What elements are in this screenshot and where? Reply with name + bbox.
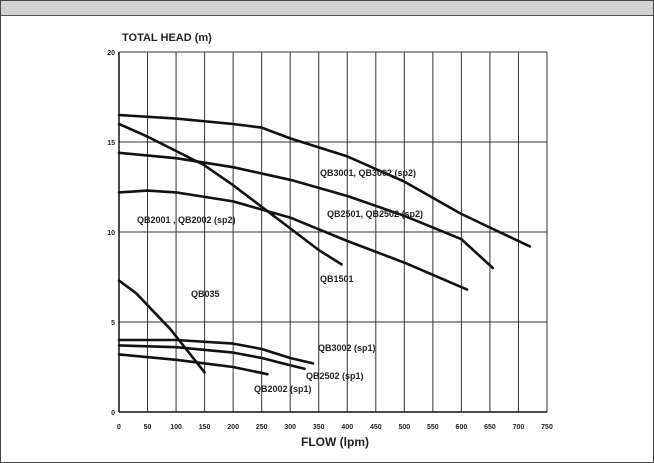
series-label-1: QB3001, QB3002 (sp2): [320, 168, 416, 178]
top-bar: [1, 1, 653, 16]
y-tick-label: 10: [107, 230, 115, 237]
x-tick-label: 50: [144, 424, 152, 431]
series-labels: QB3001, QB3002 (sp2) QB2501, QB2502 (sp2)…: [137, 168, 423, 394]
curve-4: [117, 122, 343, 266]
x-tick-label: 450: [370, 424, 382, 431]
curve-3: [117, 189, 469, 291]
y-tick-label: 5: [111, 320, 115, 327]
x-tick-label: 700: [513, 424, 525, 431]
series-label-3: QB2001 , QB2002 (sp2): [137, 215, 236, 225]
y-axis-title: TOTAL HEAD (m): [122, 32, 212, 44]
curve-2: [117, 151, 495, 270]
x-tick-label: 150: [199, 424, 211, 431]
series-label-8: QB2002 (sp1): [254, 384, 312, 394]
x-tick-label: 650: [484, 424, 496, 431]
curve-5: [117, 279, 206, 374]
x-tick-label: 600: [456, 424, 468, 431]
x-tick-label: 500: [398, 424, 410, 431]
curve-8: [117, 353, 269, 376]
curves-group: [117, 113, 532, 376]
curve-6: [117, 338, 315, 365]
x-tick-label: 300: [284, 424, 296, 431]
x-tick-label: 100: [170, 424, 182, 431]
y-tick-label: 20: [107, 50, 115, 57]
x-tick-label: 250: [256, 424, 268, 431]
y-tick-label: 0: [111, 410, 115, 417]
series-label-5: QB035: [191, 289, 220, 299]
series-label-2: QB2501, QB2502 (sp2): [327, 209, 423, 219]
x-axis-title: FLOW (lpm): [301, 435, 369, 449]
curve-7: [117, 344, 306, 371]
x-tick-label: 400: [341, 424, 353, 431]
x-tick-label: 750: [541, 424, 553, 431]
x-tick-label: 550: [427, 424, 439, 431]
series-label-6: QB3002 (sp1): [318, 343, 376, 353]
x-tick-label: 0: [117, 424, 121, 431]
grid-lines: [119, 51, 548, 412]
x-tick-label: 350: [313, 424, 325, 431]
series-label-4: QB1501: [320, 274, 354, 284]
x-tick-label: 200: [227, 424, 239, 431]
axes-group: 0 50 100 150 200 250 300 350 400 450 500 550 600 650 7…: [107, 50, 553, 431]
series-label-7: QB2502 (sp1): [306, 371, 364, 381]
curve-1: [117, 113, 532, 248]
y-tick-label: 15: [107, 140, 115, 147]
